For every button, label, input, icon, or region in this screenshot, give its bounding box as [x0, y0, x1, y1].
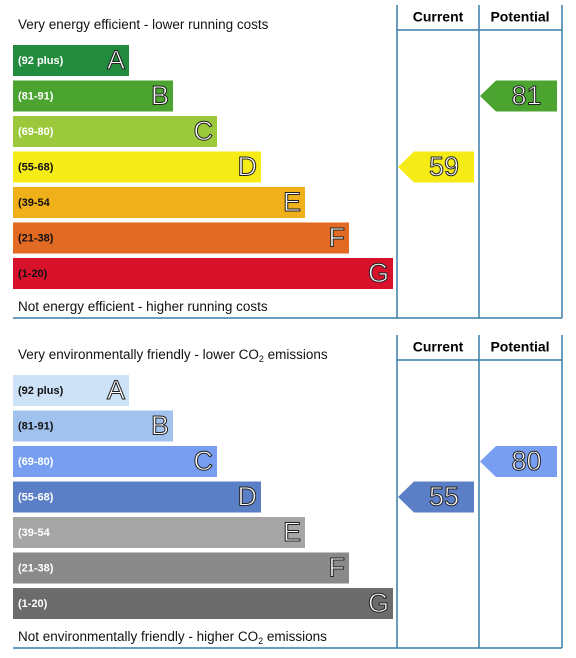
- band-range: (1-20): [18, 268, 48, 280]
- rating-arrow: [398, 151, 474, 183]
- band-range: (39-54: [18, 197, 51, 209]
- band-range: (21-38): [18, 232, 54, 244]
- band-letter: D: [238, 152, 258, 182]
- rating-band: [13, 80, 173, 112]
- rating-value: 80: [511, 446, 541, 476]
- rating-band: [13, 375, 129, 406]
- rating-band: [13, 410, 173, 442]
- text-part: 2: [258, 636, 263, 646]
- band-letter: E: [283, 517, 301, 547]
- bottom-text: Not environmentally friendly - higher CO…: [18, 629, 327, 647]
- column-header: Potential: [490, 9, 549, 25]
- rating-band: [13, 588, 393, 619]
- band-letter: F: [329, 223, 346, 253]
- rating-arrow: [480, 446, 557, 477]
- band-range: (55-68): [18, 161, 54, 173]
- band-range: (81-91): [18, 420, 54, 432]
- rating-band: [13, 481, 261, 513]
- rating-value: 81: [511, 81, 541, 111]
- band-letter: B: [151, 81, 169, 111]
- band-letter: G: [368, 588, 389, 618]
- rating-arrow: [480, 80, 557, 112]
- band-range: (69-80): [18, 456, 54, 468]
- band-letter: F: [329, 553, 346, 583]
- band-range: (92 plus): [18, 55, 64, 67]
- band-letter: C: [194, 446, 214, 476]
- text-part: Very environmentally friendly - lower CO: [18, 347, 259, 362]
- text-part: emissions: [264, 347, 328, 362]
- rating-value: 59: [429, 152, 459, 182]
- band-range: (39-54: [18, 527, 51, 539]
- band-range: (55-68): [18, 491, 54, 503]
- text-part: 2: [259, 354, 264, 364]
- rating-band: [13, 151, 261, 183]
- rating-band: [13, 116, 217, 147]
- band-letter: D: [238, 482, 258, 512]
- band-range: (81-91): [18, 90, 54, 102]
- rating-band: [13, 552, 349, 584]
- band-letter: G: [368, 258, 389, 288]
- band-letter: E: [283, 187, 301, 217]
- band-range: (69-80): [18, 126, 54, 138]
- column-header: Current: [413, 9, 464, 25]
- rating-band: [13, 446, 217, 477]
- rating-band: [13, 517, 305, 548]
- band-letter: B: [151, 411, 169, 441]
- band-range: (1-20): [18, 598, 48, 610]
- rating-band: [13, 187, 305, 218]
- column-header: Potential: [490, 339, 549, 355]
- rating-band: [13, 258, 393, 289]
- text-part: Not environmentally friendly - higher CO: [18, 629, 258, 644]
- rating-arrow: [398, 481, 474, 513]
- column-header: Current: [413, 339, 464, 355]
- rating-value: 55: [429, 482, 459, 512]
- bottom-text: Not energy efficient - higher running co…: [18, 299, 268, 314]
- text-part: Very energy efficient - lower running co…: [18, 17, 269, 32]
- text-part: Not energy efficient - higher running co…: [18, 299, 268, 314]
- band-letter: A: [107, 375, 125, 405]
- band-letter: A: [107, 45, 125, 75]
- rating-band: [13, 222, 349, 254]
- text-part: emissions: [263, 629, 327, 644]
- top-text: Very energy efficient - lower running co…: [18, 17, 269, 32]
- rating-band: [13, 45, 129, 76]
- band-range: (21-38): [18, 562, 54, 574]
- band-letter: C: [194, 116, 214, 146]
- band-range: (92 plus): [18, 385, 64, 397]
- top-text: Very environmentally friendly - lower CO…: [18, 347, 328, 365]
